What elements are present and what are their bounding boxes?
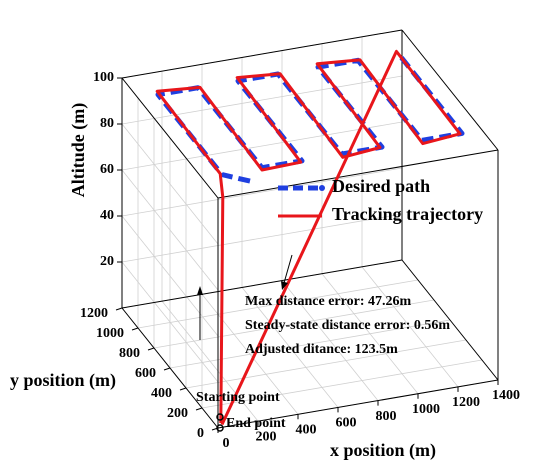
legend-swatch <box>319 185 325 191</box>
grid-line <box>153 299 435 349</box>
end-marker <box>216 424 224 432</box>
grid-line <box>185 339 467 389</box>
y-tick-label: 600 <box>135 366 156 381</box>
legend-label: Desired path <box>332 176 430 196</box>
series-line <box>155 49 462 426</box>
x-tick-label: 800 <box>376 409 397 424</box>
y-tick-label: 0 <box>197 426 204 441</box>
grid-line <box>121 123 219 245</box>
x-tick-label: 200 <box>256 429 277 444</box>
grid-line <box>121 75 403 125</box>
y-tick-label: 400 <box>151 386 172 401</box>
z-tick-label: 20 <box>100 254 114 269</box>
plot-area <box>155 49 465 426</box>
series-line <box>155 51 465 184</box>
z-tick-label: 80 <box>100 116 114 131</box>
z-tick-label: 60 <box>100 162 114 177</box>
y-tick-label: 800 <box>119 346 140 361</box>
y-tick <box>195 407 203 411</box>
grid-line <box>201 359 483 409</box>
annotations: Max distance error: 47.26m Steady-state … <box>196 254 450 432</box>
grid-line <box>121 261 219 383</box>
grid-line <box>121 121 403 171</box>
ticks: 0 200 400 600 800 1000 1200 1400 0 200 400 600 800 10… <box>80 70 520 451</box>
arrow-head <box>281 281 288 290</box>
x-tick-label: 1000 <box>412 402 440 417</box>
y-tick <box>131 327 139 331</box>
z-tick-label: 40 <box>100 208 114 223</box>
grid-line <box>121 167 403 217</box>
x-axis-label: x position (m) <box>330 440 436 461</box>
box-edge <box>401 29 499 151</box>
start-marker <box>216 413 224 421</box>
box-edge <box>121 29 403 79</box>
annotation: Adjusted ditance: 123.5m <box>245 342 398 357</box>
arrow-head <box>197 286 203 295</box>
y-tick <box>147 347 155 351</box>
z-axis-label: Altitude (m) <box>68 103 89 197</box>
box-edge <box>217 379 499 429</box>
grid-line <box>121 169 219 291</box>
grid-line <box>121 213 403 263</box>
annotation: End point <box>226 416 286 431</box>
annotation: Starting point <box>196 390 280 405</box>
x-tick-label: 600 <box>336 416 357 431</box>
y-tick <box>179 387 187 391</box>
y-tick-label: 200 <box>167 406 188 421</box>
y-axis-label: y position (m) <box>10 370 116 391</box>
x-tick-label: 1400 <box>492 388 520 403</box>
x-tick-label: 1200 <box>452 395 480 410</box>
annotation: Steady-state distance error: 0.56m <box>245 318 450 333</box>
y-tick <box>163 367 171 371</box>
z-tick-label: 100 <box>93 70 114 85</box>
arrow <box>283 254 293 284</box>
x-tick-label: 0 <box>223 436 230 451</box>
annotation: Max distance error: 47.26m <box>245 294 411 309</box>
box-edge <box>401 259 499 381</box>
box-edge <box>121 259 403 309</box>
box-edge <box>121 77 219 199</box>
x-tick-label: 400 <box>296 423 317 438</box>
grid-line <box>169 319 451 369</box>
y-tick-label: 1200 <box>80 306 108 321</box>
grid-line <box>121 215 219 337</box>
legend: Desired path Tracking trajectory <box>278 176 483 224</box>
legend-label: Tracking trajectory <box>332 204 483 224</box>
y-tick-label: 1000 <box>96 326 124 341</box>
y-tick <box>115 307 123 311</box>
box-edge <box>217 149 499 199</box>
